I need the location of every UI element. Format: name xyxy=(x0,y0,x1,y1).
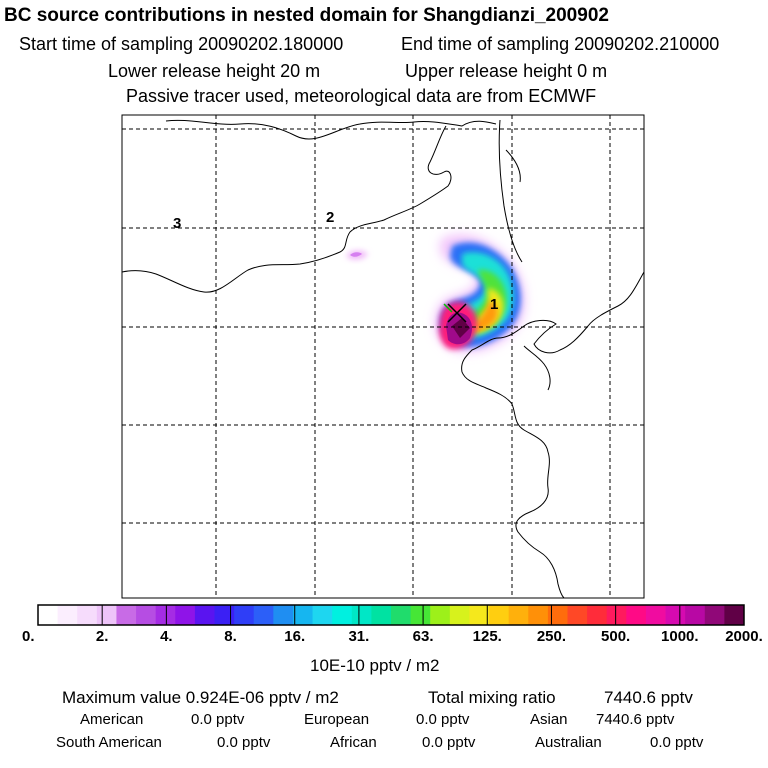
colorbar-cell xyxy=(234,605,255,625)
lower-release-height-label: Lower release height 20 m xyxy=(108,61,321,81)
colorbar-cell xyxy=(116,605,137,625)
colorbar-tick-label: 250. xyxy=(536,628,567,645)
colorbar-cell xyxy=(371,605,392,625)
colorbar-tick-label: 16. xyxy=(284,628,306,645)
colorbar-cell xyxy=(351,605,372,625)
colorbar-cell xyxy=(96,605,117,625)
contribution-plume xyxy=(346,234,526,353)
colorbar-tick-label: 2000. xyxy=(725,628,763,645)
map-panel: 1 2 3 xyxy=(122,115,644,598)
marker-label-3: 3 xyxy=(173,215,181,232)
colorbar-cell xyxy=(312,605,333,625)
european-label: European xyxy=(304,711,370,728)
colorbar-cell xyxy=(645,605,666,625)
colorbar-cell xyxy=(175,605,196,625)
african-value: 0.0 pptv xyxy=(422,734,476,751)
colorbar-tick-label: 125. xyxy=(472,628,502,645)
colorbar-tick-label: 500. xyxy=(601,628,631,645)
african-label: African xyxy=(330,734,377,751)
colorbar-cell xyxy=(253,605,274,625)
colorbar xyxy=(38,605,745,625)
australian-label: Australian xyxy=(535,734,602,751)
receptor-marker xyxy=(443,303,467,323)
colorbar-tick-label: 4. xyxy=(160,628,173,645)
australian-value: 0.0 pptv xyxy=(650,734,704,751)
colorbar-cell xyxy=(410,605,431,625)
colorbar-cell xyxy=(606,605,627,625)
colorbar-cell xyxy=(136,605,157,625)
coastlines xyxy=(122,119,644,598)
colorbar-cell xyxy=(77,605,98,625)
colorbar-frame xyxy=(37,604,745,626)
colorbar-cell xyxy=(724,605,745,625)
marker-label-1: 1 xyxy=(490,296,498,313)
colorbar-cell xyxy=(626,605,647,625)
american-value: 0.0 pptv xyxy=(191,711,245,728)
colorbar-cell xyxy=(665,605,686,625)
end-time-label: End time of sampling 20090202.210000 xyxy=(401,34,720,54)
colorbar-tick-label: 31. xyxy=(348,628,370,645)
colorbar-cell xyxy=(508,605,529,625)
colorbar-cell xyxy=(430,605,451,625)
colorbar-tick-label: 63. xyxy=(412,628,434,645)
south-american-value: 0.0 pptv xyxy=(217,734,271,751)
colorbar-cell xyxy=(332,605,353,625)
maximum-value-label: Maximum value 0.924E-06 pptv / m2 xyxy=(62,688,339,707)
asian-value: 7440.6 pptv xyxy=(596,711,675,728)
colorbar-cell xyxy=(273,605,294,625)
european-value: 0.0 pptv xyxy=(416,711,470,728)
colorbar-cell xyxy=(685,605,706,625)
colorbar-cell xyxy=(704,605,725,625)
south-american-label: South American xyxy=(56,734,162,751)
colorbar-cell xyxy=(469,605,490,625)
tracer-note: Passive tracer used, meteorological data… xyxy=(126,86,597,106)
colorbar-cell xyxy=(587,605,608,625)
colorbar-cell xyxy=(528,605,549,625)
asian-label: Asian xyxy=(530,711,568,728)
map-frame xyxy=(121,114,645,599)
upper-release-height-label: Upper release height 0 m xyxy=(405,61,608,81)
colorbar-cell xyxy=(489,605,510,625)
colorbar-tick-label: 1000. xyxy=(661,628,699,645)
colorbar-cell xyxy=(38,605,59,625)
american-label: American xyxy=(80,711,144,728)
marker-label-2: 2 xyxy=(326,209,334,226)
total-mixing-ratio-value: 7440.6 pptv xyxy=(604,688,693,707)
colorbar-tick-label: 8. xyxy=(224,628,237,645)
colorbar-cell xyxy=(292,605,313,625)
colorbar-cell xyxy=(57,605,78,625)
colorbar-cell xyxy=(567,605,588,625)
colorbar-tick-label: 0. xyxy=(22,628,35,645)
total-mixing-ratio-label: Total mixing ratio xyxy=(428,688,556,707)
colorbar-cell xyxy=(155,605,176,625)
colorbar-cell xyxy=(547,605,568,625)
colorbar-cell xyxy=(194,605,215,625)
colorbar-cell xyxy=(391,605,412,625)
map-grid xyxy=(122,115,644,598)
plot-title: BC source contributions in nested domain… xyxy=(4,5,609,26)
colorbar-cell xyxy=(214,605,235,625)
colorbar-cell xyxy=(449,605,470,625)
start-time-label: Start time of sampling 20090202.180000 xyxy=(19,34,344,54)
colorbar-tick-label: 2. xyxy=(95,628,109,645)
colorbar-units: 10E-10 pptv / m2 xyxy=(310,656,440,675)
